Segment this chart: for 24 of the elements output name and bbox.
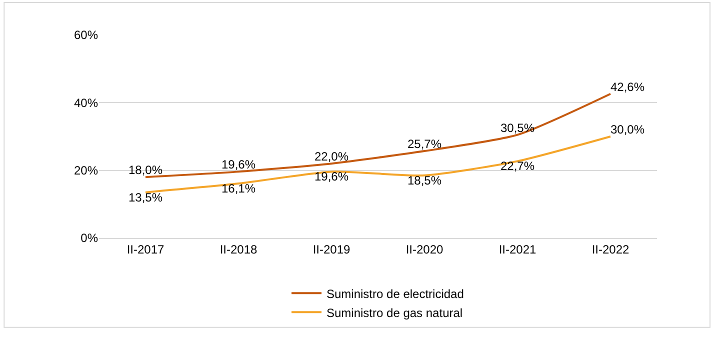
legend-label: Suministro de gas natural <box>326 306 463 320</box>
data-label: 19,6% <box>221 158 256 172</box>
x-tick-label: II-2021 <box>498 242 537 256</box>
data-label: 30,0% <box>610 122 645 136</box>
data-label: 22,0% <box>314 150 349 164</box>
data-label: 13,5% <box>128 190 163 204</box>
data-label: 30,5% <box>500 120 535 135</box>
legend-label: Suministro de electricidad <box>326 286 464 301</box>
data-label: 25,7% <box>407 137 442 152</box>
y-tick-label: 0% <box>80 231 98 246</box>
data-label: 19,6% <box>314 170 349 184</box>
x-tick-label: II-2019 <box>312 242 351 256</box>
y-tick-label: 40% <box>74 96 98 110</box>
data-label: 18,5% <box>407 173 442 188</box>
data-label: 18,0% <box>128 163 163 178</box>
y-tick-label: 20% <box>74 164 98 178</box>
data-label: 42,6% <box>610 80 645 94</box>
data-label: 22,7% <box>500 159 535 174</box>
x-tick-label: II-2018 <box>220 242 258 256</box>
x-tick-label: II-2022 <box>592 242 630 256</box>
data-label: 16,1% <box>221 182 256 196</box>
y-tick-label: 60% <box>74 28 98 42</box>
x-tick-label: II-2017 <box>126 242 165 256</box>
x-tick-label: II-2020 <box>406 242 444 256</box>
